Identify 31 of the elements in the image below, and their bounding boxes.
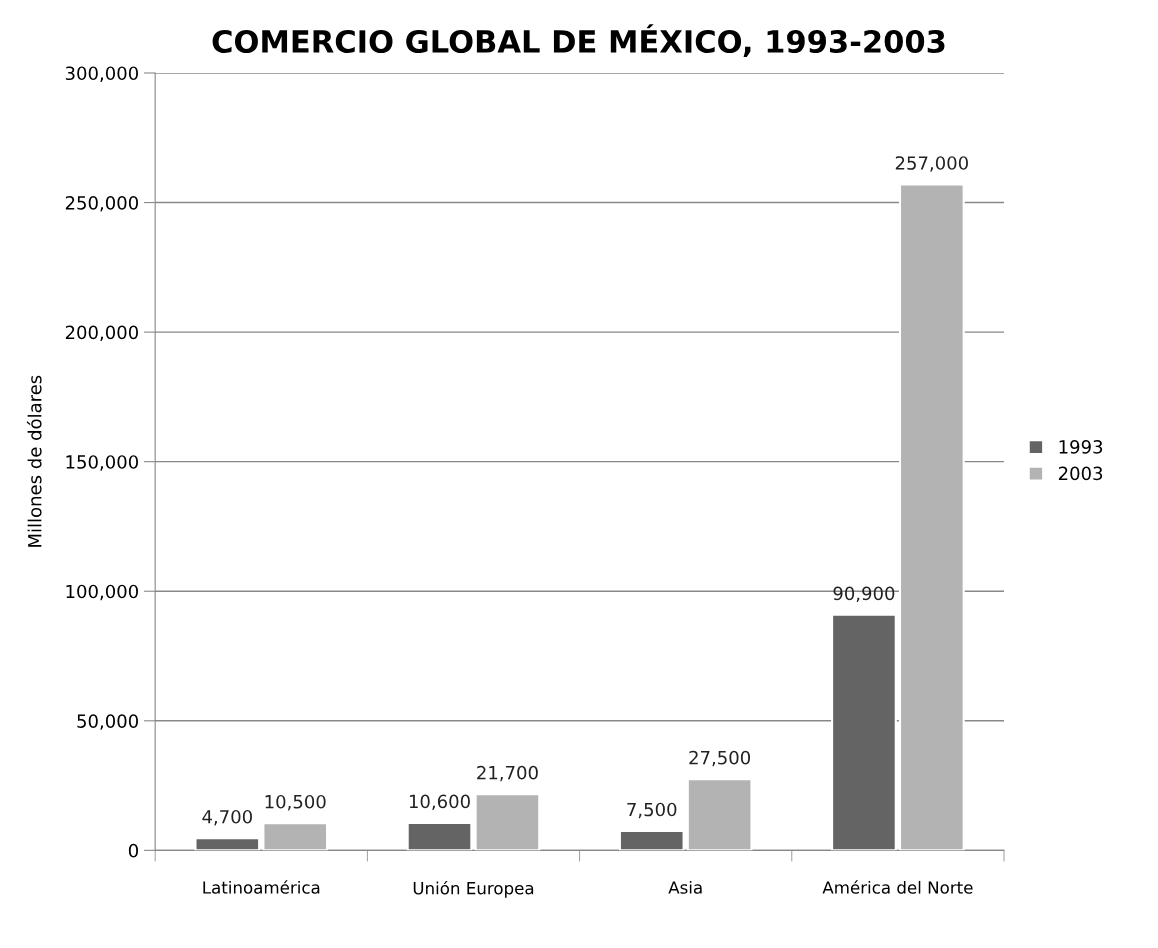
data-label: 10,600 (409, 794, 470, 811)
bar (406, 821, 473, 851)
y-tick-label: 150,000 (66, 455, 138, 471)
bar (686, 778, 753, 851)
data-label: 7,500 (627, 802, 677, 819)
y-tick-label: 0 (128, 843, 138, 858)
bar (474, 793, 541, 851)
data-label: 257,000 (895, 156, 968, 172)
data-label: 4,700 (202, 809, 252, 826)
data-label: 10,500 (265, 794, 326, 811)
chart-title: COMERCIO GLOBAL DE MÉXICO, 1993-2003 (212, 24, 945, 57)
legend-label: 2003 (1058, 466, 1103, 481)
y-tick-label: 200,000 (65, 325, 138, 342)
x-tick-label: Unión Europea (413, 880, 534, 898)
data-label: 21,700 (477, 765, 538, 782)
bar (262, 822, 329, 851)
bar (194, 837, 261, 851)
y-tick-label: 300,000 (65, 66, 138, 82)
data-label: 27,500 (689, 750, 751, 767)
legend-label: 1993 (1059, 440, 1103, 454)
y-tick-label: 50,000 (77, 714, 138, 730)
y-axis-title: Millones de dólares (26, 375, 42, 547)
x-tick-label: Asia (668, 880, 702, 894)
x-tick-label: América del Norte (822, 880, 973, 894)
y-tick-label: 100,000 (66, 584, 138, 601)
bar (898, 183, 965, 851)
x-tick-label: Latinoamérica (203, 880, 320, 894)
bar (831, 613, 897, 851)
bar (618, 829, 685, 851)
data-label: 90,900 (833, 586, 895, 603)
y-tick-label: 250,000 (65, 196, 138, 212)
